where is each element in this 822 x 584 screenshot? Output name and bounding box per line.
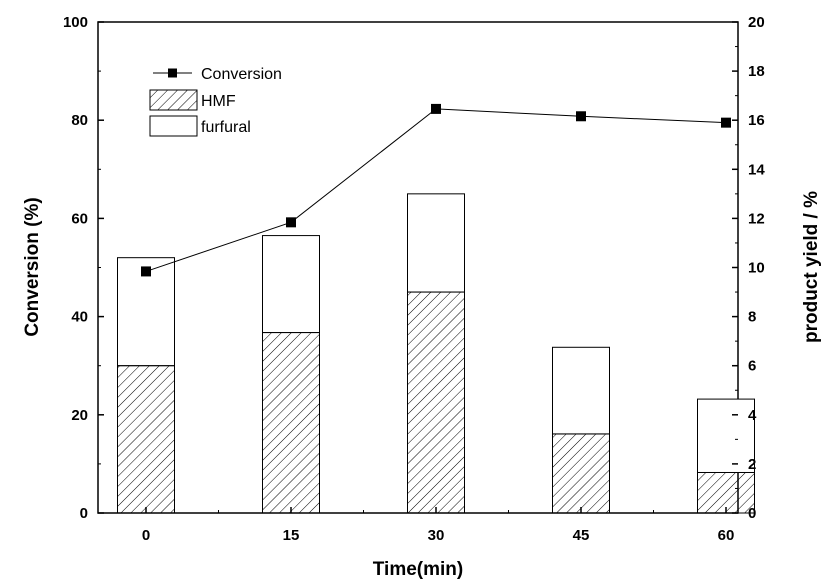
y2-axis-title: product yield / % (801, 191, 822, 343)
bar-furfural-30 (407, 193, 465, 293)
bar-hmf-15 (262, 332, 320, 514)
axes-group: 0 20 40 60 80 100 0 2 4 6 8 10 12 14 16 18 20 0 15 30 45 60 (63, 14, 765, 544)
legend-hmf-swatch (149, 89, 198, 111)
bar-furfural-15 (262, 235, 320, 334)
bar-hmf-30 (407, 291, 465, 514)
legend-hmf-label: HMF (201, 93, 236, 110)
conversion-point-60 (721, 117, 731, 128)
y2-tick-label-12: 12 (748, 210, 765, 227)
bar-hmf-0 (117, 365, 175, 514)
y-axis-title: Conversion (%) (22, 197, 43, 336)
y2-tick-label-14: 14 (748, 161, 765, 178)
conversion-point-45 (576, 111, 586, 122)
legend-conversion-label: Conversion (201, 66, 282, 83)
bar-furfural-60 (697, 398, 755, 473)
x-tick-label-60: 60 (718, 527, 735, 544)
x-tick-label-15: 15 (283, 527, 300, 544)
x-axis-title: Time(min) (373, 559, 463, 580)
y-tick-label-40: 40 (71, 309, 88, 326)
y-tick-label-20: 20 (71, 407, 88, 424)
legend-furfural-swatch (149, 115, 198, 137)
conversion-point-0 (141, 266, 151, 277)
x-tick-label-30: 30 (428, 527, 445, 544)
x-tick-label-0: 0 (142, 527, 150, 544)
y2-tick-label-18: 18 (748, 63, 765, 80)
legend: Conversion HMF furfural (149, 66, 282, 137)
y-tick-label-100: 100 (63, 14, 88, 31)
y2-tick-label-10: 10 (748, 260, 765, 277)
x-tick-label-45: 45 (573, 527, 590, 544)
bar-group (117, 193, 755, 514)
bar-furfural-45 (552, 346, 610, 435)
conversion-line-group (141, 103, 731, 277)
y2-tick-label-2: 2 (748, 456, 756, 473)
y2-tick-label-16: 16 (748, 112, 765, 129)
y-tick-label-0: 0 (80, 505, 88, 522)
bar-hmf-45 (552, 433, 610, 514)
y2-tick-label-0: 0 (748, 505, 756, 522)
bar-hmf-60 (697, 471, 755, 514)
legend-furfural-label: furfural (201, 119, 251, 136)
y-tick-label-80: 80 (71, 112, 88, 129)
legend-conversion-marker (168, 68, 177, 78)
y2-tick-label-20: 20 (748, 14, 765, 31)
y-tick-label-60: 60 (71, 210, 88, 227)
y2-tick-label-8: 8 (748, 309, 756, 326)
y2-tick-label-4: 4 (748, 407, 757, 424)
y2-tick-label-6: 6 (748, 358, 756, 375)
conversion-point-15 (286, 217, 296, 228)
conversion-point-30 (431, 103, 441, 114)
